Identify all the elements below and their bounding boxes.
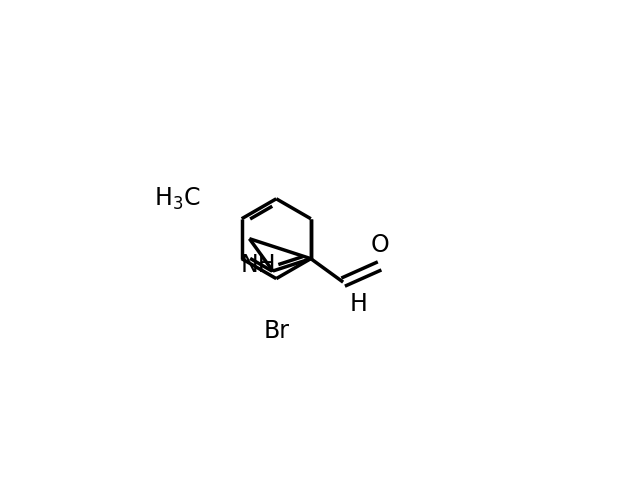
- Text: H: H: [350, 292, 368, 316]
- Text: $\mathregular{H_3C}$: $\mathregular{H_3C}$: [154, 186, 200, 212]
- Text: NH: NH: [241, 253, 276, 277]
- Text: Br: Br: [263, 319, 289, 343]
- Text: O: O: [370, 233, 389, 257]
